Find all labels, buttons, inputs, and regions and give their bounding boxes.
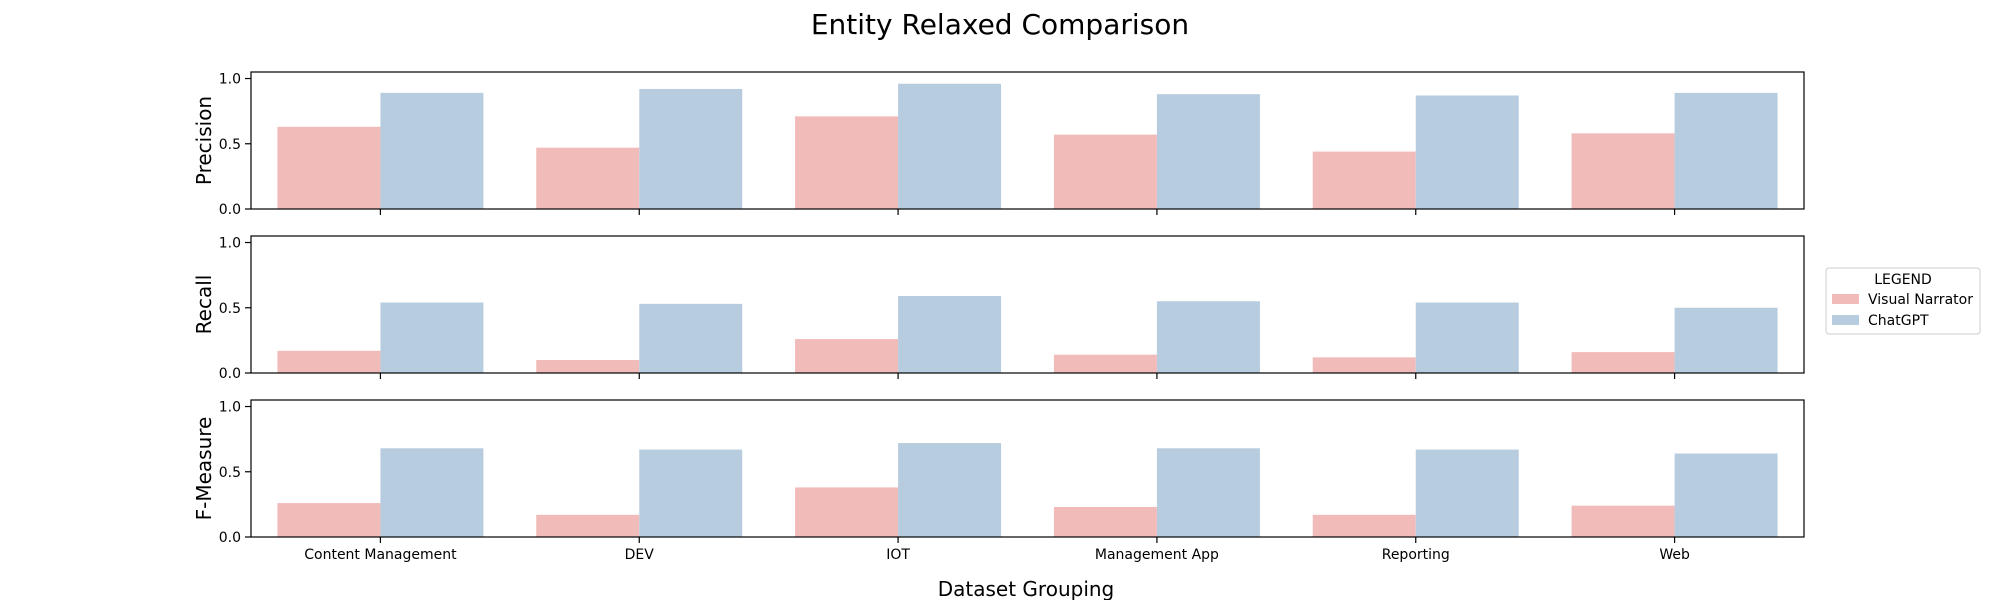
bar-visual-narrator-5: [1571, 133, 1675, 209]
bar-visual-narrator-0: [277, 126, 381, 209]
chart-title: Entity Relaxed Comparison: [811, 8, 1189, 41]
bar-chatgpt-3: [1156, 448, 1260, 537]
y-tick-label: 1.0: [219, 400, 241, 416]
bar-chatgpt-2: [898, 296, 1002, 373]
bar-visual-narrator-4: [1312, 151, 1416, 209]
x-tick-label: IOT: [886, 547, 910, 563]
bar-visual-narrator-3: [1053, 506, 1157, 537]
bar-chatgpt-3: [1156, 301, 1260, 373]
bar-chatgpt-3: [1156, 94, 1260, 209]
y-tick-label: 0.5: [219, 465, 241, 481]
x-tick-label: Reporting: [1382, 547, 1450, 563]
bar-chatgpt-5: [1674, 453, 1778, 537]
bar-visual-narrator-1: [536, 147, 640, 209]
plot-frame: [250, 399, 1805, 538]
x-tick-label: DEV: [625, 547, 655, 563]
bar-chatgpt-1: [639, 449, 743, 537]
legend: LEGEND Visual Narrator ChatGPT: [1825, 267, 1981, 335]
x-tick-label: Management App: [1095, 547, 1219, 563]
legend-box: [1825, 267, 1981, 335]
x-tick-label: Content Management: [304, 547, 457, 563]
subplots: 0.00.51.0Precision0.00.51.0Recall0.00.51…: [192, 71, 1805, 563]
bar-chatgpt-4: [1415, 95, 1519, 209]
bar-visual-narrator-3: [1053, 354, 1157, 373]
legend-title: LEGEND: [1874, 272, 1932, 288]
subplot-recall: 0.0 0.5 1.0 Recall: [192, 235, 1805, 382]
bar-visual-narrator-0: [277, 503, 381, 537]
legend-label-chatgpt: ChatGPT: [1868, 313, 1929, 329]
bar-chatgpt-4: [1415, 302, 1519, 373]
bar-visual-narrator-4: [1312, 357, 1416, 373]
y-axis-label: Precision: [192, 96, 216, 185]
bar-visual-narrator-2: [795, 339, 899, 373]
bar-visual-narrator-0: [277, 350, 381, 373]
subplot-f-measure: 0.0 0.5 1.0 Content Management DEV IOT Managem…: [192, 399, 1805, 563]
bar-visual-narrator-1: [536, 359, 640, 373]
legend-swatch-visual-narrator: [1832, 294, 1859, 304]
y-axis-label: Recall: [192, 275, 216, 335]
bar-visual-narrator-5: [1571, 505, 1675, 537]
y-tick-label: 0.0: [219, 202, 241, 218]
y-tick-label: 0.5: [219, 301, 241, 317]
bar-chatgpt-0: [380, 448, 484, 537]
y-tick-label: 0.5: [219, 137, 241, 153]
bar-chatgpt-5: [1674, 307, 1778, 373]
plot-frame: [250, 235, 1805, 374]
y-tick-label: 0.0: [219, 530, 241, 546]
bar-visual-narrator-4: [1312, 514, 1416, 537]
bar-chatgpt-0: [380, 92, 484, 209]
bar-visual-narrator-1: [536, 514, 640, 537]
bar-chatgpt-5: [1674, 92, 1778, 209]
legend-swatch-chatgpt: [1832, 315, 1859, 325]
bar-visual-narrator-2: [795, 116, 899, 209]
bar-chatgpt-1: [639, 88, 743, 209]
bar-chatgpt-4: [1415, 449, 1519, 537]
x-tick-label: Web: [1659, 547, 1690, 563]
y-tick-label: 1.0: [219, 236, 241, 252]
y-axis-label: F-Measure: [192, 417, 216, 521]
bar-visual-narrator-5: [1571, 352, 1675, 373]
plot-frame: [250, 71, 1805, 210]
legend-label-visual-narrator: Visual Narrator: [1868, 292, 1973, 308]
bar-chatgpt-2: [898, 83, 1002, 209]
bar-chatgpt-1: [639, 303, 743, 373]
bar-chatgpt-0: [380, 302, 484, 373]
y-tick-label: 1.0: [219, 72, 241, 88]
bar-visual-narrator-3: [1053, 134, 1157, 209]
x-axis-label: Dataset Grouping: [938, 577, 1115, 600]
y-tick-label: 0.0: [219, 366, 241, 382]
bar-chatgpt-2: [898, 443, 1002, 537]
bar-visual-narrator-2: [795, 487, 899, 537]
